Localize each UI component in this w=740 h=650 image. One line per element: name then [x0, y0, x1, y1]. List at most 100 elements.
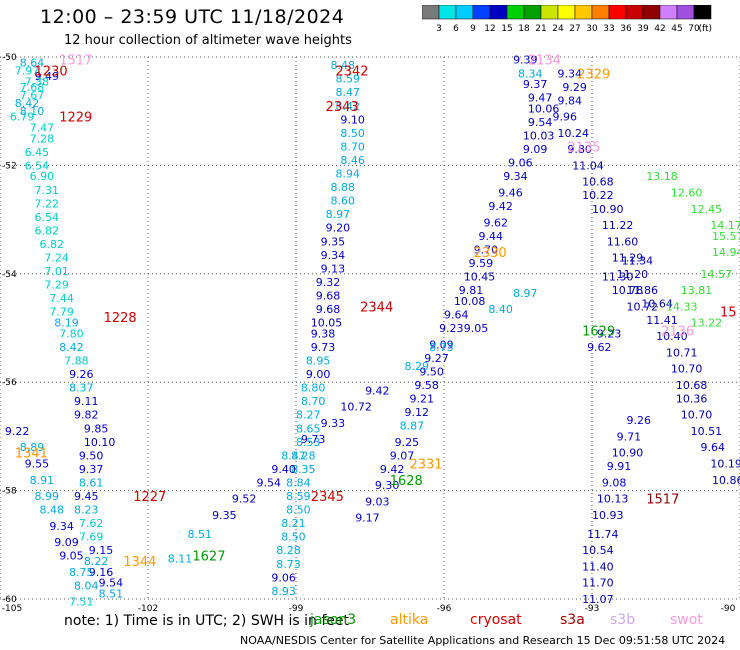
swh-point: 7.38 [25, 75, 49, 88]
swh-point: 8.88 [331, 181, 356, 194]
swh-point: 8.46 [340, 154, 365, 167]
swh-point: 7.68 [20, 81, 45, 94]
swh-point: 8.47 [281, 449, 306, 462]
swh-point: 9.37 [523, 78, 548, 91]
pass-label: 1344 [123, 555, 156, 570]
swh-point: 8.42 [335, 100, 360, 113]
page-subtitle: 12 hour collection of altimeter wave hei… [64, 33, 352, 48]
swh-tick-label: 6 [453, 24, 459, 34]
swh-point-high: 14.57 [701, 268, 733, 281]
swh-unit-label: (ft) [698, 24, 712, 34]
swh-point-high: 12.60 [671, 187, 703, 200]
swh-point: 7.24 [44, 252, 69, 265]
swh-point: 9.34 [321, 249, 346, 262]
swh-point: 9.42 [380, 463, 405, 476]
swh-point: 10.71 [666, 346, 698, 359]
swh-point: 10.45 [464, 271, 496, 284]
swh-color-swatch [676, 5, 695, 20]
y-tick-label: -52 [2, 161, 17, 171]
satellite-jason3: jason3 [310, 612, 357, 628]
pass-label: 1517 [646, 493, 679, 508]
swh-point: 7.79 [49, 306, 73, 319]
swh-point: 10.70 [671, 363, 703, 376]
x-tick-label: -102 [138, 604, 158, 614]
swh-point: 9.26 [627, 414, 652, 427]
swh-point: 8.73 [429, 341, 454, 354]
swh-point-high: 12.45 [691, 203, 723, 216]
swh-point: 9.42 [365, 384, 390, 397]
swh-point: 8.84 [286, 476, 311, 489]
footer-credit: NOAA/NESDIS Center for Satellite Applica… [240, 634, 726, 647]
swh-tick-label: 12 [484, 24, 495, 34]
pass-label: 2343 [326, 100, 359, 115]
swh-point: 9.50 [79, 449, 104, 462]
pass-label: 1228 [104, 311, 137, 326]
swh-point: 6.90 [30, 170, 54, 183]
swh-point: 8.53 [296, 436, 321, 449]
swh-point: 8.22 [84, 555, 109, 568]
swh-point: 6.82 [35, 224, 60, 237]
swh-tick-label: 27 [569, 24, 580, 34]
swh-color-swatch [659, 5, 678, 20]
pass-label: 2342 [335, 65, 368, 80]
swh-tick-label: 9 [470, 24, 476, 34]
swh-point: 7.67 [20, 89, 45, 102]
y-tick-label: -60 [2, 595, 17, 605]
swh-point: 8.42 [59, 341, 83, 354]
swh-color-swatch [422, 5, 440, 20]
pass-label: 1627 [192, 550, 225, 565]
swh-point: 10.06 [528, 102, 560, 115]
swh-point: 8.11 [168, 552, 193, 565]
swh-point: 8.29 [405, 360, 430, 373]
swh-point: 9.62 [483, 216, 508, 229]
swh-point: 6.54 [35, 211, 60, 224]
swh-point: 9.70 [474, 243, 499, 256]
swh-point-high: 14.94 [712, 246, 740, 259]
swh-color-swatch [540, 5, 559, 20]
swh-tick-label: 33 [603, 24, 614, 34]
swh-point: 9.64 [444, 308, 469, 321]
swh-point: 8.70 [340, 140, 365, 153]
swh-point: 9.40 [271, 463, 296, 476]
swh-color-swatch [506, 5, 525, 20]
swh-point: 6.79 [10, 111, 35, 124]
swh-point: 9.29 [562, 81, 587, 94]
swh-point: 8.87 [400, 420, 425, 433]
swh-point: 8.48 [331, 59, 356, 72]
swh-point: 11.60 [607, 235, 639, 248]
swh-point: 9.09 [54, 536, 78, 549]
swh-point: 10.68 [676, 379, 708, 392]
swh-point: 9.38 [311, 327, 336, 340]
swh-point-high: 14.33 [666, 300, 698, 313]
swh-point: 8.37 [69, 382, 94, 395]
swh-point: 9.08 [602, 476, 627, 489]
swh-point: 10.70 [681, 409, 713, 422]
swh-point: 9.58 [414, 379, 439, 392]
swh-point: 9.81 [459, 284, 484, 297]
swh-point: 8.04 [74, 579, 99, 592]
swh-point: 10.05 [311, 317, 343, 330]
swh-tick-label: 39 [637, 24, 649, 34]
swh-point: 7.01 [44, 265, 69, 278]
swh-point: 10.51 [691, 425, 723, 438]
swh-point-high: 14.17 [710, 219, 740, 232]
swh-point: 7.97 [15, 65, 40, 78]
swh-point: 8.70 [301, 395, 326, 408]
swh-point: 11.07 [582, 593, 614, 606]
swh-color-swatch [574, 5, 593, 20]
swh-point: 10.78 [612, 284, 644, 297]
swh-tick-label: 15 [501, 24, 512, 34]
swh-point: 9.07 [390, 449, 415, 462]
swh-point: 9.27 [424, 352, 449, 365]
swh-point: 8.51 [99, 588, 124, 601]
pass-label: 2331 [409, 458, 442, 473]
swh-point: 9.62 [587, 341, 612, 354]
pass-label: 2344 [360, 300, 393, 315]
swh-color-swatch [608, 5, 627, 20]
swh-point: 8.50 [281, 531, 306, 544]
swh-point: 9.25 [395, 436, 420, 449]
satellite-cryosat: cryosat [470, 612, 522, 628]
swh-point: 9.59 [469, 257, 494, 270]
swh-point: 7.22 [35, 197, 60, 210]
swh-point: 9.21 [409, 392, 434, 405]
